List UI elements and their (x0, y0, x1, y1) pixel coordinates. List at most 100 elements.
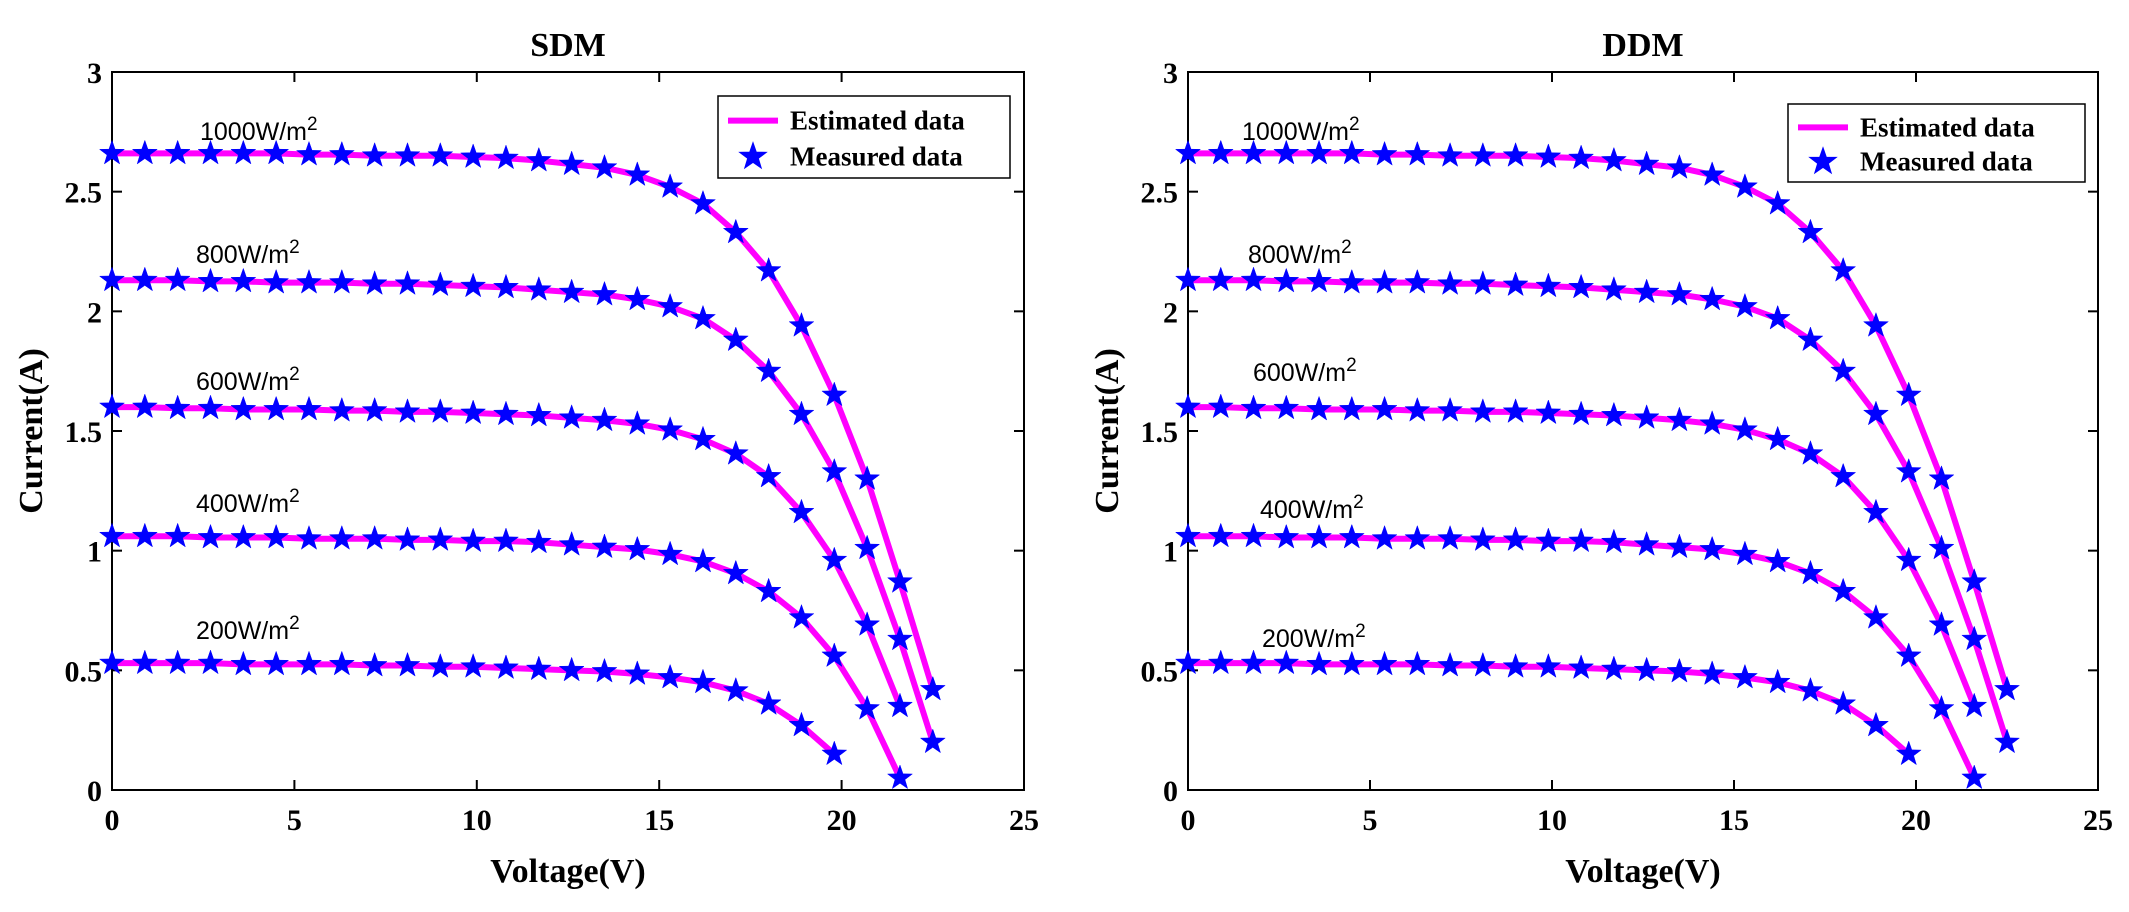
measured-point (361, 524, 388, 550)
measured-point (1404, 650, 1431, 676)
measured-point (1633, 278, 1660, 304)
measured-point (821, 740, 848, 766)
measured-point (1862, 603, 1890, 629)
measured-point (1862, 711, 1890, 737)
measured-point (722, 559, 749, 585)
measured-point (1830, 462, 1857, 488)
measured-point (1600, 528, 1627, 554)
measured-point (1535, 272, 1562, 298)
x-tick-label: 10 (1537, 804, 1567, 837)
measured-point (591, 657, 618, 683)
measured-point (1305, 523, 1333, 549)
measured-point (1797, 676, 1824, 702)
measured-point (1830, 690, 1857, 715)
measured-point (427, 398, 454, 423)
series-600w/m2: 600W/m2 (98, 364, 914, 718)
irradiance-label: 1000W/m2 (200, 114, 318, 146)
measured-point (1338, 523, 1365, 549)
measured-point (821, 546, 848, 572)
measured-point (1600, 276, 1627, 301)
measured-point (1338, 650, 1365, 676)
measured-point (98, 139, 126, 165)
y-tick-label: 2.5 (65, 177, 103, 210)
x-axis-label: Voltage(V) (490, 853, 646, 890)
measured-point (1371, 395, 1398, 421)
measured-point (98, 393, 126, 419)
measured-point (263, 650, 290, 676)
measured-point (657, 173, 684, 199)
measured-point (1305, 650, 1333, 676)
measured-point (1404, 268, 1431, 294)
measured-point (1895, 381, 1922, 407)
measured-point (558, 404, 585, 429)
y-tick-label: 0.5 (65, 655, 103, 688)
measured-point (1830, 577, 1857, 603)
measured-point (1731, 663, 1759, 689)
measured-point (1862, 400, 1890, 426)
measured-point (1895, 457, 1922, 483)
measured-point (1764, 425, 1791, 451)
measured-point (1371, 524, 1398, 550)
measured-point (263, 139, 290, 165)
measured-point (755, 462, 782, 488)
measured-point (131, 522, 158, 548)
measured-point (1666, 533, 1693, 559)
measured-point (1600, 655, 1627, 681)
measured-point (1666, 280, 1693, 306)
measured-point (1338, 139, 1365, 165)
measured-point (1699, 161, 1726, 187)
irradiance-label: 200W/m2 (196, 613, 300, 645)
measured-point (197, 649, 224, 675)
measured-point (1600, 146, 1627, 172)
measured-point (1961, 692, 1988, 718)
measured-point (361, 270, 388, 295)
measured-point (328, 524, 355, 550)
measured-point (1961, 568, 1988, 593)
measured-point (1764, 304, 1791, 330)
measured-point (230, 267, 257, 293)
measured-point (1338, 268, 1365, 294)
legend-box (717, 95, 1011, 179)
measured-point (1436, 524, 1464, 550)
y-tick-label: 2 (87, 296, 102, 329)
chart-panel-ddm: 0 5 10 15 20 25 0 0.5 1 1.5 2 2.5 3 DDM Voltage(V) Curr… (1089, 27, 2113, 890)
measured-point (1731, 292, 1759, 318)
measured-point (1404, 524, 1431, 550)
measured-point (1174, 649, 1202, 675)
measured-point (1764, 668, 1791, 694)
x-tick-label: 0 (105, 804, 120, 837)
measured-point (328, 396, 355, 422)
measured-point (1502, 398, 1529, 423)
measured-point (164, 394, 191, 420)
measured-point (1568, 654, 1595, 680)
measured-point (460, 652, 487, 678)
x-tick-label: 0 (1181, 804, 1196, 837)
y-tick-label: 0 (87, 775, 102, 808)
measured-point (1305, 139, 1333, 165)
measured-point (1502, 652, 1529, 678)
measured-point (755, 256, 782, 282)
measured-point (1273, 139, 1300, 165)
measured-point (525, 655, 552, 681)
measured-point (919, 728, 946, 754)
measured-point (492, 144, 520, 170)
measured-point (164, 266, 191, 292)
measured-point (854, 694, 881, 720)
measured-point (361, 396, 388, 422)
irradiance-label: 200W/m2 (1262, 621, 1366, 653)
measured-point (886, 764, 914, 790)
measured-point (689, 189, 717, 215)
measured-point (1633, 656, 1660, 682)
measured-point (197, 523, 224, 549)
measured-point (1535, 399, 1562, 425)
legend-label-estimated: Estimated data (790, 106, 965, 136)
legend-star-swatch (738, 141, 768, 170)
measured-point (854, 534, 881, 560)
measured-point (328, 140, 355, 166)
measured-point (1699, 535, 1726, 561)
irradiance-label: 400W/m2 (1260, 492, 1364, 524)
measured-point (788, 400, 815, 426)
measured-point (1928, 465, 1955, 490)
measured-point (591, 153, 618, 179)
